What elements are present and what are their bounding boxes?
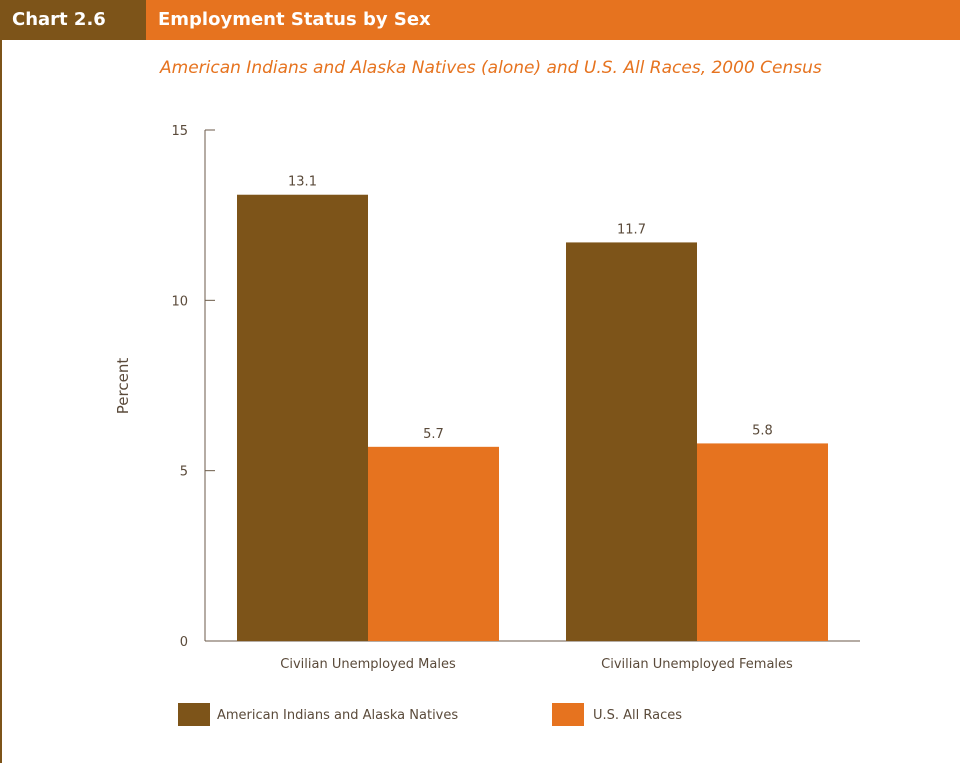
chart-bars (237, 194, 828, 642)
y-tick-label: 15 (171, 124, 188, 139)
chart-data-labels: 13.1 5.7 11.7 5.8 (288, 175, 773, 442)
bar-value-label: 5.8 (752, 423, 773, 438)
bar-value-label: 5.7 (423, 427, 444, 442)
bar-value-label: 13.1 (288, 175, 317, 190)
legend-swatch (178, 703, 210, 726)
legend-swatch (552, 703, 584, 726)
bar-value-label: 11.7 (617, 222, 646, 237)
bar-us-all-races-females (697, 443, 828, 641)
y-tick-label: 10 (171, 294, 188, 309)
y-axis-title: Percent (114, 358, 132, 415)
y-tick-label: 0 (180, 635, 188, 650)
legend-label: U.S. All Races (593, 708, 682, 723)
left-border-rule (0, 40, 2, 763)
bar-aian-males (237, 194, 368, 641)
legend-label: American Indians and Alaska Natives (217, 708, 458, 723)
chart-number-label: Chart 2.6 (0, 0, 146, 40)
x-category-label: Civilian Unemployed Males (280, 657, 456, 672)
bar-aian-females (566, 242, 697, 642)
chart-title: Employment Status by Sex (158, 9, 431, 30)
y-tick-label: 5 (180, 465, 188, 480)
chart-legend: American Indians and Alaska Natives U.S. … (178, 703, 682, 726)
x-category-label: Civilian Unemployed Females (601, 657, 793, 672)
bar-us-all-races-males (368, 446, 499, 641)
chart-header-bar: Chart 2.6 Employment Status by Sex (0, 0, 960, 40)
chart-subtitle: American Indians and Alaska Natives (alo… (160, 58, 822, 78)
